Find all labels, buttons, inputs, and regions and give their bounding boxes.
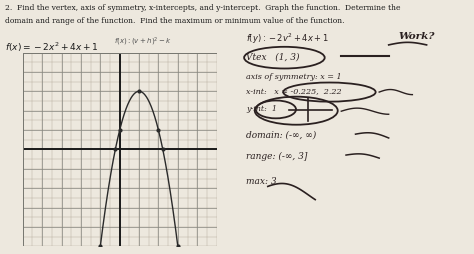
Text: max: 3: max: 3	[246, 177, 277, 185]
Text: $f(y): -2v^2 + 4x + 1$: $f(y): -2v^2 + 4x + 1$	[246, 32, 329, 46]
Text: axis of symmetry: x = 1: axis of symmetry: x = 1	[246, 72, 342, 80]
Text: $f(x) = -2x^2 + 4x + 1$: $f(x) = -2x^2 + 4x + 1$	[5, 41, 98, 54]
Text: y-int:  1: y-int: 1	[246, 104, 277, 112]
Text: $f(x): (v+h)^2 - k$: $f(x): (v+h)^2 - k$	[114, 36, 172, 48]
Text: domain: (-∞, ∞): domain: (-∞, ∞)	[246, 130, 317, 138]
Text: Vtex   (1, 3): Vtex (1, 3)	[246, 52, 300, 61]
Text: Work?: Work?	[398, 32, 435, 41]
Text: domain and range of the function.  Find the maximum or minimum value of the func: domain and range of the function. Find t…	[5, 17, 344, 24]
Text: 2.  Find the vertex, axis of symmetry, x-intercepts, and y-intercept.  Graph the: 2. Find the vertex, axis of symmetry, x-…	[5, 4, 400, 12]
Text: range: (-∞, 3]: range: (-∞, 3]	[246, 151, 308, 160]
Text: x-int:   x ≈ -0.225,  2.22: x-int: x ≈ -0.225, 2.22	[246, 88, 342, 96]
